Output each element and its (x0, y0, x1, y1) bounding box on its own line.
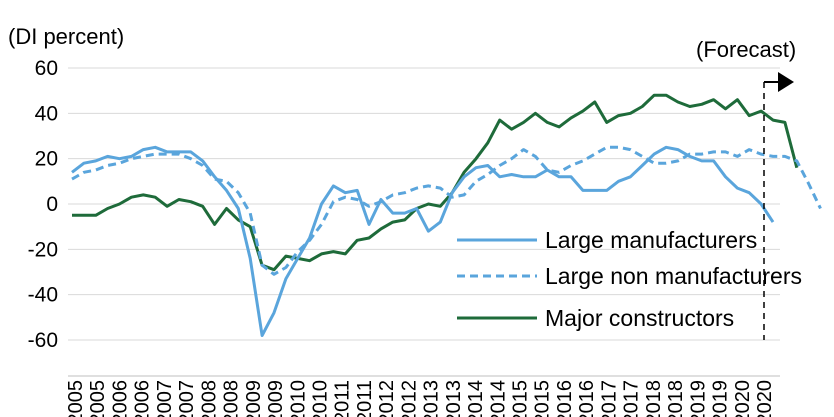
y-tick-label: -60 (28, 329, 58, 352)
x-tick-label: 2016 (576, 380, 598, 417)
x-tick-label: 2020 (754, 380, 776, 417)
legend-label: Major constructors (545, 305, 734, 331)
y-axis-label: (DI percent) (8, 24, 124, 49)
x-tick-label: 2019 (710, 380, 732, 417)
series-line-0 (71, 145, 775, 337)
legend: Large manufacturers Large non manufacture… (457, 227, 802, 331)
x-tick-label: 2012 (376, 380, 398, 417)
x-tick-label: 2018 (643, 380, 665, 417)
x-tick-label: 2014 (465, 380, 487, 417)
series-line-1 (71, 145, 822, 276)
x-tick-label: 2019 (687, 380, 709, 417)
y-tick-labels: 60 40 20 0 -20 -40 -60 (28, 57, 58, 352)
x-tick-label: 2017 (621, 380, 643, 417)
x-tick-label: 2013 (421, 380, 443, 417)
x-tick-label: 2017 (598, 380, 620, 417)
x-tick-label: 2014 (487, 380, 509, 417)
series-lines (71, 93, 822, 337)
x-tick-label: 2005 (87, 380, 109, 417)
x-tick-label: 2009 (265, 380, 287, 417)
x-tick-label: 2008 (221, 380, 243, 417)
x-tick-label: 2007 (176, 380, 198, 417)
series-line-2 (72, 93, 799, 272)
x-tick-label: 2012 (398, 380, 420, 417)
x-tick-label: 2006 (109, 380, 131, 417)
forecast-marker: (Forecast) (696, 37, 796, 340)
x-tick-label: 2011 (332, 380, 354, 417)
y-tick-label: 60 (35, 57, 58, 80)
y-tick-label: 20 (35, 148, 58, 171)
x-tick-label: 2015 (532, 380, 554, 417)
y-tick-label: -20 (28, 238, 58, 261)
forecast-arrow-icon (778, 72, 794, 92)
forecast-label: (Forecast) (696, 37, 796, 62)
x-tick-label: 2005 (65, 380, 87, 417)
legend-label: Large non manufacturers (545, 263, 802, 289)
x-tick-label: 2010 (287, 380, 309, 417)
x-tick-labels: 2005 2005 2006 2006 2007 2007 2008 2008 2009 2009… (65, 380, 776, 417)
x-tick-label: 2018 (665, 380, 687, 417)
x-tick-label: 2015 (510, 380, 532, 417)
y-tick-label: -40 (28, 284, 58, 307)
y-tick-label: 0 (46, 193, 58, 216)
x-tick-label: 2009 (243, 380, 265, 417)
legend-label: Large manufacturers (545, 227, 757, 253)
x-tick-label: 2011 (354, 380, 376, 417)
x-tick-label: 2010 (309, 380, 331, 417)
gridlines (68, 67, 780, 341)
x-tick-label: 2013 (443, 380, 465, 417)
x-tick-label: 2007 (154, 380, 176, 417)
x-tick-label: 2020 (732, 380, 754, 417)
x-tick-label: 2016 (554, 380, 576, 417)
y-tick-label: 40 (35, 102, 58, 125)
x-tick-label: 2006 (132, 380, 154, 417)
x-tick-label: 2008 (198, 380, 220, 417)
